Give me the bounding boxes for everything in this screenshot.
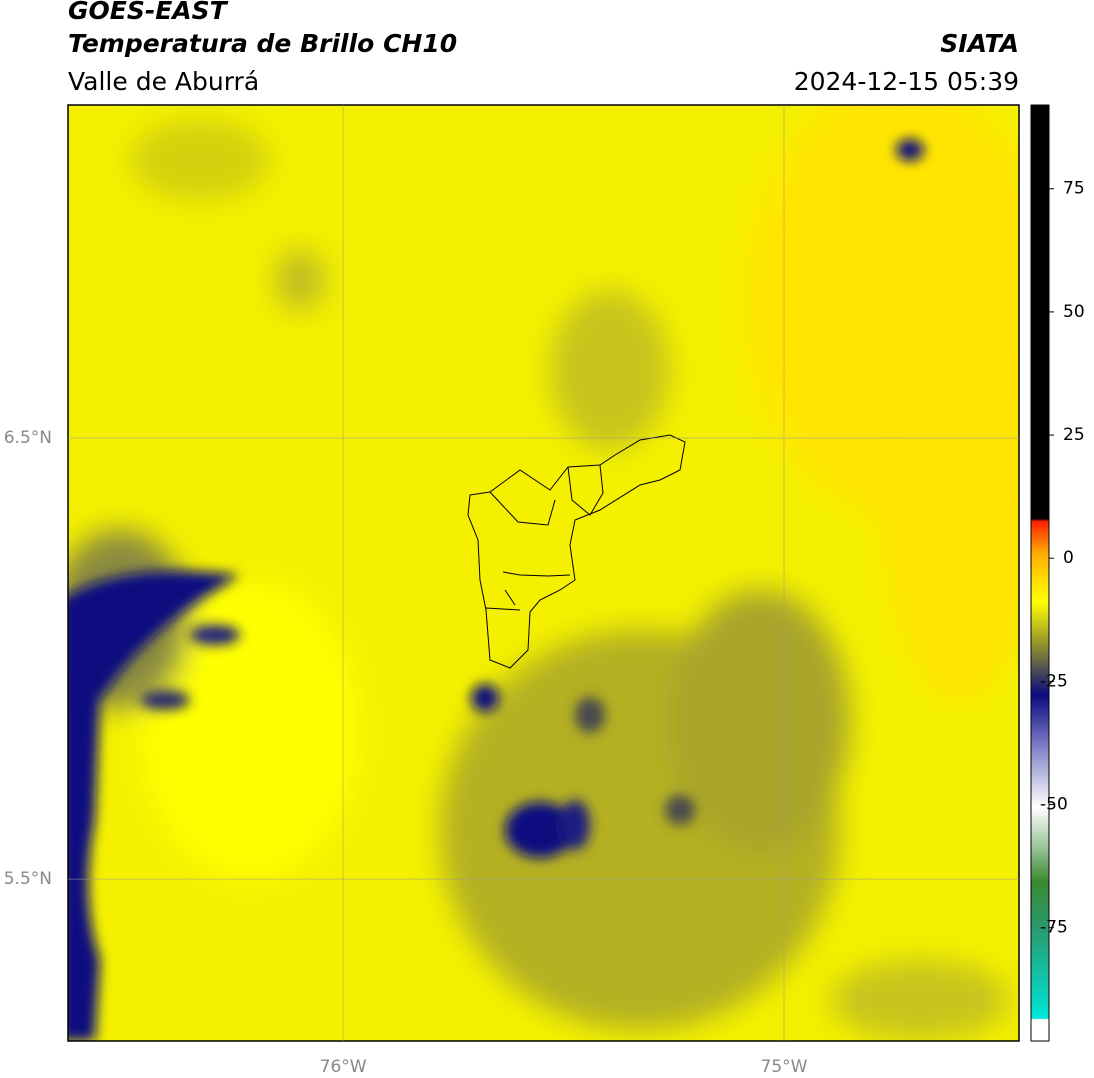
region: Valle de Aburrá [68,67,259,96]
map-field [68,105,1019,1041]
colorbar-tick-label: -75 [1040,918,1068,938]
map-frame [67,104,1020,1042]
lon-tick-label: 76°W [320,1057,367,1077]
lon-tick-label: 75°W [761,1057,808,1077]
timestamp: 2024-12-15 05:39 [794,67,1019,96]
title: GOES-EAST [68,0,229,25]
lat-tick-label: 5.5°N [4,869,52,889]
colorbar-tick-label: 75 [1063,179,1085,199]
source: SIATA [940,29,1019,58]
colorbar-tick-label: 25 [1063,425,1085,445]
colorbar-tick-label: 0 [1063,548,1074,568]
colorbar-tick-label: -50 [1040,795,1068,815]
colorbar-tick-label: 50 [1063,302,1085,322]
colorbar [1030,104,1050,1042]
municipal-boundaries [467,434,686,669]
lat-tick-label: 6.5°N [4,428,52,448]
subtitle: Temperatura de Brillo CH10 [68,29,457,58]
colorbar-tick-label: -25 [1040,671,1068,691]
